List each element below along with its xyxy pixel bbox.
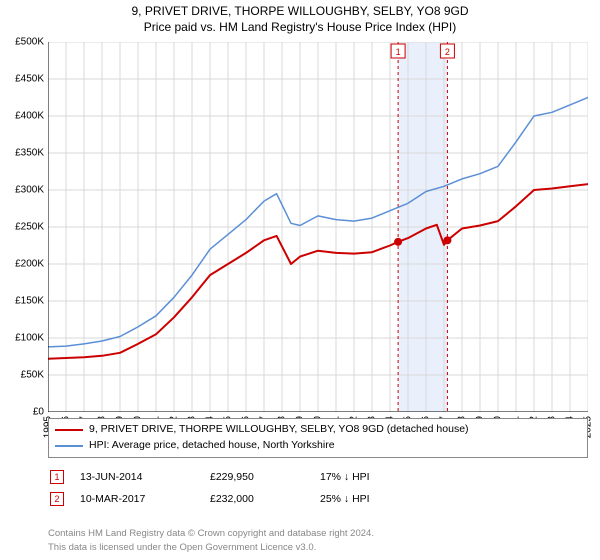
ytick-label: £200K <box>15 259 44 270</box>
legend-row-price: 9, PRIVET DRIVE, THORPE WILLOUGHBY, SELB… <box>55 422 581 438</box>
ytick-label: £400K <box>15 111 44 122</box>
ytick-label: £250K <box>15 222 44 233</box>
legend-series: 9, PRIVET DRIVE, THORPE WILLOUGHBY, SELB… <box>48 418 588 458</box>
ytick-label: £150K <box>15 296 44 307</box>
sale-marker-1: 1 <box>50 470 64 484</box>
footer-line2: This data is licensed under the Open Gov… <box>48 541 374 554</box>
line-chart-svg: 12 <box>48 42 588 412</box>
sales-table: 1 13-JUN-2014 £229,950 17% ↓ HPI 2 10-MA… <box>48 466 588 510</box>
sale-date-2: 10-MAR-2017 <box>80 493 210 505</box>
sale-marker-2: 2 <box>50 492 64 506</box>
legend-swatch-hpi <box>55 445 83 447</box>
ytick-label: £450K <box>15 74 44 85</box>
sale-row-1: 1 13-JUN-2014 £229,950 17% ↓ HPI <box>48 466 588 488</box>
title-subtitle: Price paid vs. HM Land Registry's House … <box>0 20 600 34</box>
ytick-label: £500K <box>15 37 44 48</box>
ytick-label: £50K <box>21 370 44 381</box>
ytick-label: £350K <box>15 148 44 159</box>
sale-row-2: 2 10-MAR-2017 £232,000 25% ↓ HPI <box>48 488 588 510</box>
footer-note: Contains HM Land Registry data © Crown c… <box>48 527 374 554</box>
sale-hpi-2: 25% ↓ HPI <box>320 493 430 505</box>
legend-label-price: 9, PRIVET DRIVE, THORPE WILLOUGHBY, SELB… <box>89 422 469 438</box>
sale-price-1: £229,950 <box>210 471 320 483</box>
svg-text:2: 2 <box>445 47 450 57</box>
plot-area: 12 £0£50K£100K£150K£200K£250K£300K£350K£… <box>48 42 588 412</box>
sale-date-1: 13-JUN-2014 <box>80 471 210 483</box>
ytick-label: £100K <box>15 333 44 344</box>
footer-line1: Contains HM Land Registry data © Crown c… <box>48 527 374 540</box>
title-block: 9, PRIVET DRIVE, THORPE WILLOUGHBY, SELB… <box>0 0 600 34</box>
legend-swatch-price <box>55 429 83 431</box>
legend-label-hpi: HPI: Average price, detached house, Nort… <box>89 438 335 454</box>
chart-container: 9, PRIVET DRIVE, THORPE WILLOUGHBY, SELB… <box>0 0 600 560</box>
svg-text:1: 1 <box>396 47 401 57</box>
legend-row-hpi: HPI: Average price, detached house, Nort… <box>55 438 581 454</box>
legend-box: 9, PRIVET DRIVE, THORPE WILLOUGHBY, SELB… <box>48 418 588 510</box>
ytick-label: £300K <box>15 185 44 196</box>
sale-hpi-1: 17% ↓ HPI <box>320 471 430 483</box>
title-address: 9, PRIVET DRIVE, THORPE WILLOUGHBY, SELB… <box>0 4 600 18</box>
sale-price-2: £232,000 <box>210 493 320 505</box>
